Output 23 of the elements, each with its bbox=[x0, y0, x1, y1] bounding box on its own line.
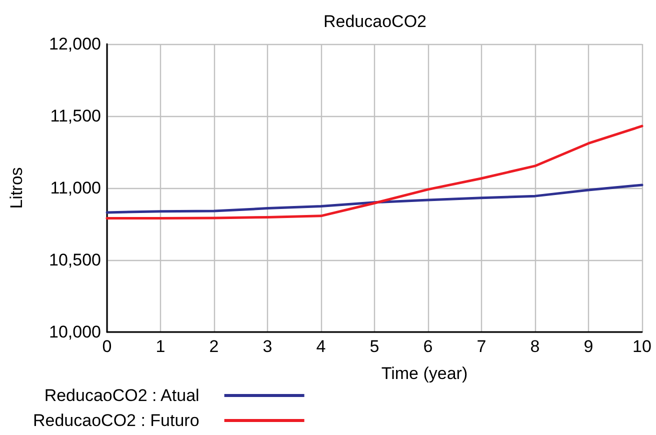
chart-title: ReducaoCO2 bbox=[323, 12, 427, 31]
x-tick-label: 6 bbox=[423, 337, 433, 356]
y-tick-label: 11,500 bbox=[50, 106, 101, 126]
x-tick-label: 3 bbox=[262, 337, 272, 356]
x-tick-label: 4 bbox=[316, 337, 326, 356]
line-series bbox=[106, 184, 644, 214]
y-tick-label: 10,000 bbox=[49, 322, 101, 342]
x-axis-title: Time (year) bbox=[381, 364, 468, 383]
x-tick-label: 1 bbox=[156, 337, 166, 356]
x-tick-label: 10 bbox=[632, 337, 652, 356]
y-tick-label: 12,000 bbox=[49, 34, 101, 54]
x-tick-label: 5 bbox=[370, 337, 380, 356]
x-tick-label: 8 bbox=[530, 337, 540, 356]
legend-label: ReducaoCO2 : Atual bbox=[44, 386, 200, 405]
x-tick-label: 9 bbox=[584, 337, 594, 356]
y-axis-title: Litros bbox=[7, 167, 26, 209]
x-tick-label: 0 bbox=[102, 337, 112, 356]
x-tick-label: 2 bbox=[209, 337, 219, 356]
y-tick-label: 11,000 bbox=[50, 178, 101, 198]
x-tick-label: 7 bbox=[476, 337, 486, 356]
line-series bbox=[106, 124, 644, 220]
legend-label: ReducaoCO2 : Futuro bbox=[32, 411, 200, 430]
y-tick-label: 10,500 bbox=[49, 250, 101, 270]
